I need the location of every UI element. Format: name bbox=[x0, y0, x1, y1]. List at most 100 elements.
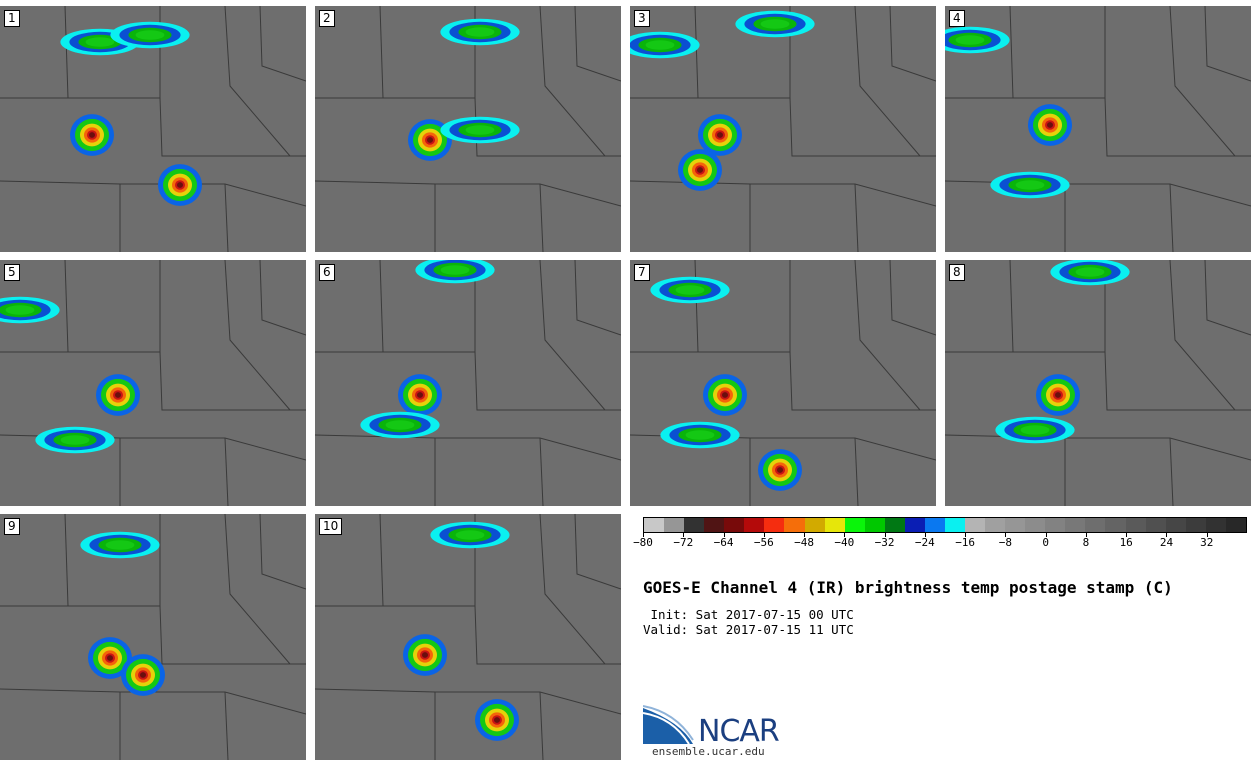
logo-url: ensemble.ucar.edu bbox=[652, 745, 765, 758]
color-swatch bbox=[1165, 518, 1186, 532]
color-swatch bbox=[1005, 518, 1026, 532]
state-border bbox=[379, 260, 384, 353]
color-swatch bbox=[744, 518, 765, 532]
panel-number: 1 bbox=[4, 10, 20, 27]
color-swatch bbox=[1065, 518, 1086, 532]
state-border bbox=[539, 6, 606, 157]
state-border bbox=[539, 260, 606, 411]
stamp-panel-3: 3 bbox=[630, 6, 936, 252]
logo-name: NCAR bbox=[698, 714, 780, 749]
cloud-top-contour bbox=[89, 132, 95, 138]
color-swatch bbox=[1145, 518, 1166, 532]
state-border bbox=[945, 351, 1251, 411]
cloud-top-contour bbox=[465, 125, 495, 135]
state-border bbox=[1169, 183, 1174, 252]
cloud-top-contour bbox=[760, 19, 790, 29]
color-swatch bbox=[985, 518, 1006, 532]
cloud-top-contour bbox=[177, 182, 183, 188]
state-border bbox=[315, 434, 436, 506]
panel-number: 7 bbox=[634, 264, 650, 281]
map-background bbox=[0, 514, 306, 760]
tick-label: 16 bbox=[1119, 536, 1133, 549]
color-swatch bbox=[664, 518, 685, 532]
tick-mark bbox=[723, 533, 725, 537]
cloud-top-contour bbox=[1055, 392, 1061, 398]
tick-label: 8 bbox=[1082, 536, 1090, 549]
state-border bbox=[630, 351, 936, 411]
state-border bbox=[0, 605, 306, 665]
state-border bbox=[1009, 6, 1014, 99]
cloud-top-contour bbox=[427, 137, 433, 143]
state-border bbox=[224, 514, 291, 665]
map-background bbox=[0, 6, 306, 252]
cloud-top-contour bbox=[494, 717, 500, 723]
color-swatch bbox=[1185, 518, 1206, 532]
state-border bbox=[1065, 183, 1251, 207]
cloud-top-contour bbox=[85, 37, 115, 47]
state-border bbox=[854, 260, 921, 411]
cloud-top-contour bbox=[777, 467, 783, 473]
state-border bbox=[694, 6, 699, 99]
ncar-logo-icon bbox=[643, 705, 694, 745]
color-swatch bbox=[704, 518, 725, 532]
stamp-panel-4: 4 bbox=[945, 6, 1251, 252]
panel-number: 3 bbox=[634, 10, 650, 27]
tick-mark bbox=[884, 533, 886, 537]
tick-label: 32 bbox=[1200, 536, 1214, 549]
stamp-panel-9: 9 bbox=[0, 514, 306, 760]
state-border bbox=[0, 688, 121, 760]
tick-mark bbox=[924, 533, 926, 537]
tick-mark bbox=[1085, 533, 1087, 537]
color-swatch bbox=[644, 518, 665, 532]
state-border bbox=[889, 260, 936, 336]
color-swatch bbox=[1105, 518, 1126, 532]
tick-mark bbox=[643, 533, 644, 537]
color-swatch bbox=[884, 518, 905, 532]
tick-mark bbox=[683, 533, 685, 537]
tick-label: −8 bbox=[998, 536, 1013, 549]
state-border bbox=[259, 6, 306, 82]
cloud-top-contour bbox=[1020, 425, 1050, 435]
color-swatch bbox=[724, 518, 745, 532]
color-swatch bbox=[784, 518, 805, 532]
tick-label: −56 bbox=[753, 536, 774, 549]
tick-mark bbox=[1045, 533, 1047, 537]
state-border bbox=[120, 437, 306, 461]
stamp-panel-2: 2 bbox=[315, 6, 621, 252]
map-background bbox=[0, 260, 306, 506]
color-swatch bbox=[1205, 518, 1226, 532]
map-background bbox=[630, 260, 936, 506]
stamp-panel-10: 10 bbox=[315, 514, 621, 760]
color-scale-ticks: −80 −72 −64 −56 −48 −40 −32 −24 −16 −8 0 8 16 24 32 bbox=[633, 533, 1247, 555]
stamp-panel-8: 8 bbox=[945, 260, 1251, 506]
map-background bbox=[945, 6, 1251, 252]
cloud-top-contour bbox=[455, 530, 485, 540]
state-border bbox=[224, 437, 229, 506]
state-border bbox=[1169, 6, 1236, 157]
stamp-panel-7: 7 bbox=[630, 260, 936, 506]
cloud-top-contour bbox=[60, 435, 90, 445]
color-swatch bbox=[804, 518, 825, 532]
cloud-top-contour bbox=[440, 265, 470, 275]
color-swatch bbox=[1025, 518, 1046, 532]
state-border bbox=[694, 260, 699, 353]
panel-number: 6 bbox=[319, 264, 335, 281]
state-border bbox=[259, 514, 306, 590]
color-swatch bbox=[844, 518, 865, 532]
color-swatch bbox=[864, 518, 885, 532]
state-border bbox=[224, 691, 229, 760]
state-border bbox=[630, 180, 751, 252]
stamp-panel-5: 5 bbox=[0, 260, 306, 506]
tick-label: 0 bbox=[1042, 536, 1049, 549]
color-swatch bbox=[904, 518, 925, 532]
init-time: Init: Sat 2017-07-15 00 UTC bbox=[643, 607, 854, 622]
state-border bbox=[315, 351, 621, 411]
panel-number: 8 bbox=[949, 264, 965, 281]
tick-label: −40 bbox=[834, 536, 855, 549]
cloud-top-contour bbox=[717, 132, 723, 138]
state-border bbox=[854, 437, 859, 506]
cloud-top-contour bbox=[1075, 267, 1105, 277]
cloud-top-contour bbox=[955, 35, 985, 45]
map-background bbox=[630, 6, 936, 252]
cloud-top-contour bbox=[417, 392, 423, 398]
